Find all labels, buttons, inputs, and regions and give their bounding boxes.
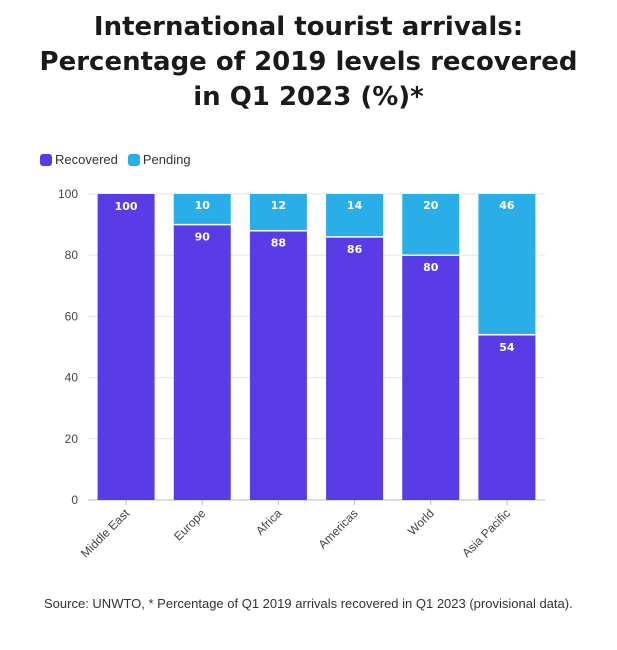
y-tick-label: 40 xyxy=(65,371,79,385)
bar-pending xyxy=(402,194,460,256)
x-tick-label: Africa xyxy=(253,506,285,538)
bar-chart: 0 20 40 60 80 100 100 Middle East 10 90 Europe 12 88… xyxy=(58,187,545,561)
bar-recovered xyxy=(326,236,384,500)
bar-recovered xyxy=(97,194,155,500)
data-label-pending: 46 xyxy=(499,199,515,212)
y-tick-label: 20 xyxy=(65,432,79,446)
data-label-recovered: 80 xyxy=(423,261,439,274)
x-tick-label: Europe xyxy=(171,506,208,543)
x-tick-label: Asia Pacific xyxy=(459,506,513,560)
legend-swatch-recovered xyxy=(40,153,52,166)
bar-recovered xyxy=(478,334,536,500)
x-tick-label: Middle East xyxy=(78,506,133,561)
data-label-pending: 14 xyxy=(347,199,363,212)
data-label-pending: 20 xyxy=(423,199,439,212)
x-tick-label: Americas xyxy=(315,506,360,551)
bar-pending xyxy=(326,194,384,237)
data-label-pending: 12 xyxy=(271,199,286,212)
bar-recovered xyxy=(249,230,307,500)
data-label-recovered: 54 xyxy=(499,341,515,354)
chart-title-line-2: Percentage of 2019 levels recovered xyxy=(39,47,578,77)
data-label-pending: 10 xyxy=(195,199,211,212)
legend-swatch-pending xyxy=(127,153,140,166)
legend-item-pending[interactable]: Pending xyxy=(127,152,191,167)
legend-item-recovered[interactable]: Recovered xyxy=(40,152,118,167)
chart-title-line-1: International tourist arrivals: xyxy=(93,12,524,42)
data-label-recovered: 90 xyxy=(195,231,211,244)
data-label-recovered: 100 xyxy=(115,200,138,213)
chart-title: International tourist arrivals: Percenta… xyxy=(0,10,617,115)
chart-title-line-3: in Q1 2023 (%)* xyxy=(193,82,424,112)
bar-recovered xyxy=(402,255,460,500)
legend-label-recovered: Recovered xyxy=(55,152,118,167)
source-note: Source: UNWTO, * Percentage of Q1 2019 a… xyxy=(44,596,573,611)
data-label-recovered: 88 xyxy=(271,237,286,250)
bar-pending xyxy=(478,194,536,335)
y-tick-label: 100 xyxy=(58,187,78,201)
y-tick-label: 60 xyxy=(65,309,79,323)
data-label-recovered: 86 xyxy=(347,243,363,256)
chart-legend: Recovered Pending xyxy=(40,152,201,167)
y-tick-label: 0 xyxy=(71,493,78,507)
y-tick-label: 80 xyxy=(65,248,79,262)
x-tick-label: World xyxy=(405,506,437,538)
bar-pending xyxy=(249,194,307,231)
bar-recovered xyxy=(173,224,231,500)
legend-label-pending: Pending xyxy=(142,152,191,167)
bar-pending xyxy=(173,194,231,225)
